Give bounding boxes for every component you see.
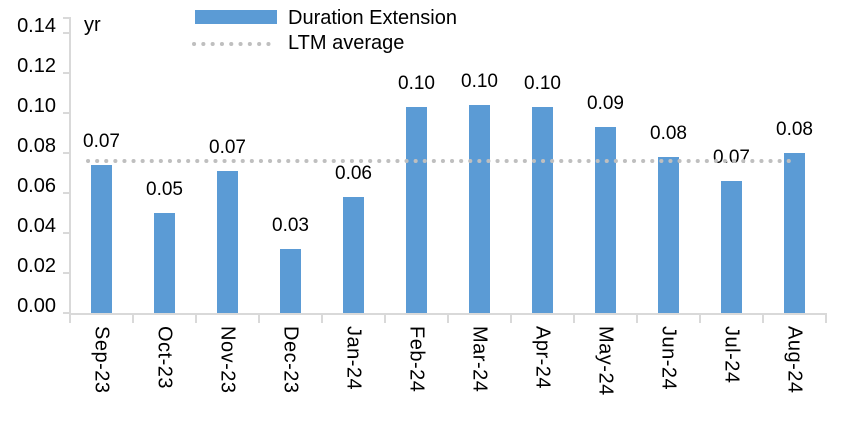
bar-jun-24 xyxy=(658,157,679,313)
x-axis-category-label: Nov-23 xyxy=(216,326,239,394)
x-axis-category-label: Jul-24 xyxy=(720,326,743,384)
bar-may-24 xyxy=(595,127,616,313)
dotted-line-swatch-icon xyxy=(192,42,278,46)
y-axis-tick xyxy=(63,192,70,194)
y-axis-line xyxy=(69,17,71,315)
y-axis-tick-label: 0.14 xyxy=(17,15,56,37)
bar-value-label: 0.10 xyxy=(524,73,561,94)
y-axis-tick xyxy=(63,272,70,274)
y-axis-end-tick xyxy=(63,17,70,19)
x-axis-tick xyxy=(69,313,71,323)
x-axis-tick xyxy=(762,313,764,323)
x-axis-category-label: Aug-24 xyxy=(783,326,806,394)
legend-label-ltm-average: LTM average xyxy=(288,32,405,54)
x-axis-category-label: Oct-23 xyxy=(153,326,176,390)
bar-nov-23 xyxy=(217,171,238,313)
y-axis-tick xyxy=(63,232,70,234)
x-axis-tick xyxy=(825,313,827,323)
bar-jan-24 xyxy=(343,197,364,313)
bar-oct-23 xyxy=(154,213,175,313)
bar-value-label: 0.08 xyxy=(650,123,687,144)
x-axis-category-label: Mar-24 xyxy=(468,326,491,393)
y-axis-tick-label: 0.06 xyxy=(17,175,56,197)
x-axis-tick xyxy=(321,313,323,323)
bar-swatch-icon xyxy=(195,10,277,24)
y-axis-tick-label: 0.00 xyxy=(17,295,56,317)
x-axis-category-label: May-24 xyxy=(594,326,617,396)
x-axis-category-label: Sep-23 xyxy=(90,326,113,394)
bar-value-label: 0.03 xyxy=(272,215,309,236)
y-axis-tick-label: 0.04 xyxy=(17,215,56,237)
bar-aug-24 xyxy=(784,153,805,313)
legend-label-duration-extension: Duration Extension xyxy=(288,7,457,29)
x-axis-tick xyxy=(132,313,134,323)
bar-apr-24 xyxy=(532,107,553,313)
x-axis-category-label: Apr-24 xyxy=(531,326,554,390)
bar-jul-24 xyxy=(721,181,742,313)
bar-value-label: 0.07 xyxy=(83,131,120,152)
x-axis-tick xyxy=(384,313,386,323)
y-axis-tick-label: 0.10 xyxy=(17,95,56,117)
x-axis-tick xyxy=(510,313,512,323)
bar-dec-23 xyxy=(280,249,301,313)
bar-value-label: 0.09 xyxy=(587,93,624,114)
y-axis-tick xyxy=(63,312,70,314)
x-axis-category-label: Jan-24 xyxy=(342,326,365,391)
bar-mar-24 xyxy=(469,105,490,313)
y-axis-tick xyxy=(63,152,70,154)
x-axis-category-label: Jun-24 xyxy=(657,326,680,391)
x-axis-tick xyxy=(447,313,449,323)
x-axis-category-label: Dec-23 xyxy=(279,326,302,394)
x-axis-tick xyxy=(258,313,260,323)
y-axis-tick-label: 0.12 xyxy=(17,55,56,77)
y-axis-tick xyxy=(63,72,70,74)
y-axis-tick xyxy=(63,32,70,34)
bar-feb-24 xyxy=(406,107,427,313)
x-axis-category-label: Feb-24 xyxy=(405,326,428,393)
bar-sep-23 xyxy=(91,165,112,313)
bar-value-label: 0.05 xyxy=(146,179,183,200)
bar-value-label: 0.07 xyxy=(209,137,246,158)
y-axis-tick-label: 0.08 xyxy=(17,135,56,157)
bar-value-label: 0.07 xyxy=(713,147,750,168)
x-axis-tick xyxy=(699,313,701,323)
bar-value-label: 0.08 xyxy=(776,119,813,140)
y-axis-tick-label: 0.02 xyxy=(17,255,56,277)
bar-value-label: 0.10 xyxy=(461,71,498,92)
x-axis-tick xyxy=(636,313,638,323)
y-axis-tick xyxy=(63,112,70,114)
bar-value-label: 0.06 xyxy=(335,163,372,184)
bar-value-label: 0.10 xyxy=(398,73,435,94)
ltm-average-line xyxy=(85,159,798,163)
x-axis-tick xyxy=(573,313,575,323)
x-axis-tick xyxy=(195,313,197,323)
y-axis-unit-label: yr xyxy=(84,14,101,36)
